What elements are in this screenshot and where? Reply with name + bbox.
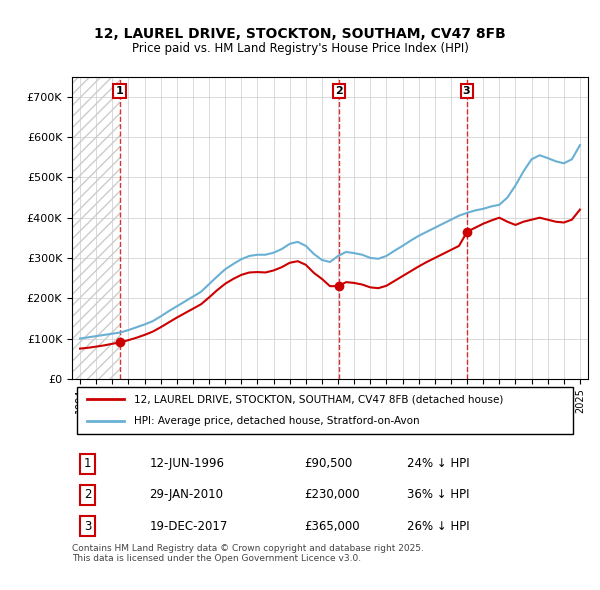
Text: £230,000: £230,000 — [304, 489, 360, 502]
Text: 29-JAN-2010: 29-JAN-2010 — [149, 489, 223, 502]
Text: 12-JUN-1996: 12-JUN-1996 — [149, 457, 224, 470]
Text: 2: 2 — [335, 86, 343, 96]
Text: 3: 3 — [84, 520, 91, 533]
Text: 3: 3 — [463, 86, 470, 96]
Text: HPI: Average price, detached house, Stratford-on-Avon: HPI: Average price, detached house, Stra… — [134, 416, 419, 426]
Text: 2: 2 — [84, 489, 91, 502]
Text: £90,500: £90,500 — [304, 457, 352, 470]
FancyBboxPatch shape — [77, 388, 572, 434]
Text: 26% ↓ HPI: 26% ↓ HPI — [407, 520, 470, 533]
Text: Price paid vs. HM Land Registry's House Price Index (HPI): Price paid vs. HM Land Registry's House … — [131, 42, 469, 55]
Text: 24% ↓ HPI: 24% ↓ HPI — [407, 457, 470, 470]
Text: 12, LAUREL DRIVE, STOCKTON, SOUTHAM, CV47 8FB: 12, LAUREL DRIVE, STOCKTON, SOUTHAM, CV4… — [94, 27, 506, 41]
Text: 12, LAUREL DRIVE, STOCKTON, SOUTHAM, CV47 8FB (detached house): 12, LAUREL DRIVE, STOCKTON, SOUTHAM, CV4… — [134, 394, 503, 404]
Text: £365,000: £365,000 — [304, 520, 360, 533]
Text: 1: 1 — [84, 457, 91, 470]
Text: Contains HM Land Registry data © Crown copyright and database right 2025.
This d: Contains HM Land Registry data © Crown c… — [72, 543, 424, 563]
Text: 19-DEC-2017: 19-DEC-2017 — [149, 520, 228, 533]
Text: 1: 1 — [116, 86, 124, 96]
Text: 36% ↓ HPI: 36% ↓ HPI — [407, 489, 470, 502]
